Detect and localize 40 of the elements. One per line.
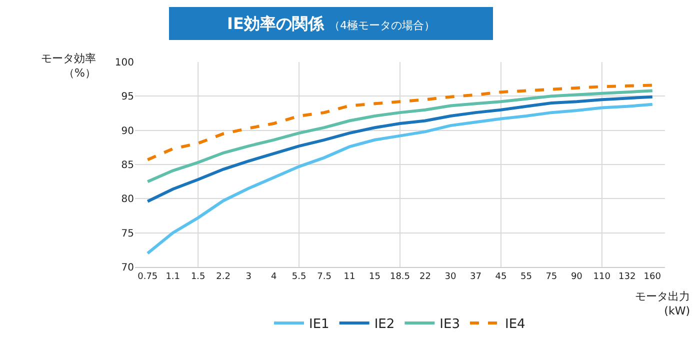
x-tick-label: 55 [520,272,532,282]
y-tick-label: 75 [121,228,134,240]
x-tick-label: 5.5 [292,272,306,282]
line-series [146,89,654,184]
line-series [146,84,654,162]
x-tick-label: 11 [344,272,356,282]
x-tick-label: 7.5 [317,272,332,282]
x-tick-label: 1.5 [190,272,206,282]
x-tick-label: 15 [369,272,380,282]
x-tick-label: 30 [444,272,456,282]
x-tick-label: 4 [270,272,277,282]
x-tick-label: 3 [246,272,252,282]
x-tick-label: 1.1 [166,272,180,282]
chart-title: IE効率の関係 [227,14,325,33]
x-tick-label: 0.75 [138,272,158,282]
legend-label: IE2 [374,317,395,332]
y-tick-label: 80 [121,194,134,206]
legend-label: IE4 [504,317,526,332]
x-tick-label: 2.2 [216,272,230,282]
x-tick-label: 132 [618,272,636,282]
x-tick-label: 110 [593,272,611,282]
x-axis-title: モータ出力(kW) [635,290,690,318]
y-tick-label: 70 [121,262,134,274]
x-tick-label: 75 [546,272,558,282]
line-series [146,102,654,255]
x-tick-label: 37 [470,272,482,282]
legend-label: IE3 [440,317,460,332]
x-tick-label: 90 [570,272,583,282]
x-tick-label: 18.5 [390,272,410,282]
x-tick-label: 45 [495,272,507,282]
y-axis-title: モータ効率（%） [41,52,96,80]
legend-label: IE1 [309,317,330,332]
y-tick-label: 90 [121,126,134,137]
line-series [146,95,654,203]
y-tick-label: 95 [121,92,134,103]
chart-subtitle: （4極モータの場合） [328,19,435,32]
x-tick-label: 160 [644,272,662,282]
x-tick-label: 22 [420,272,431,282]
y-tick-label: 85 [121,160,134,171]
y-tick-label: 100 [114,58,134,68]
